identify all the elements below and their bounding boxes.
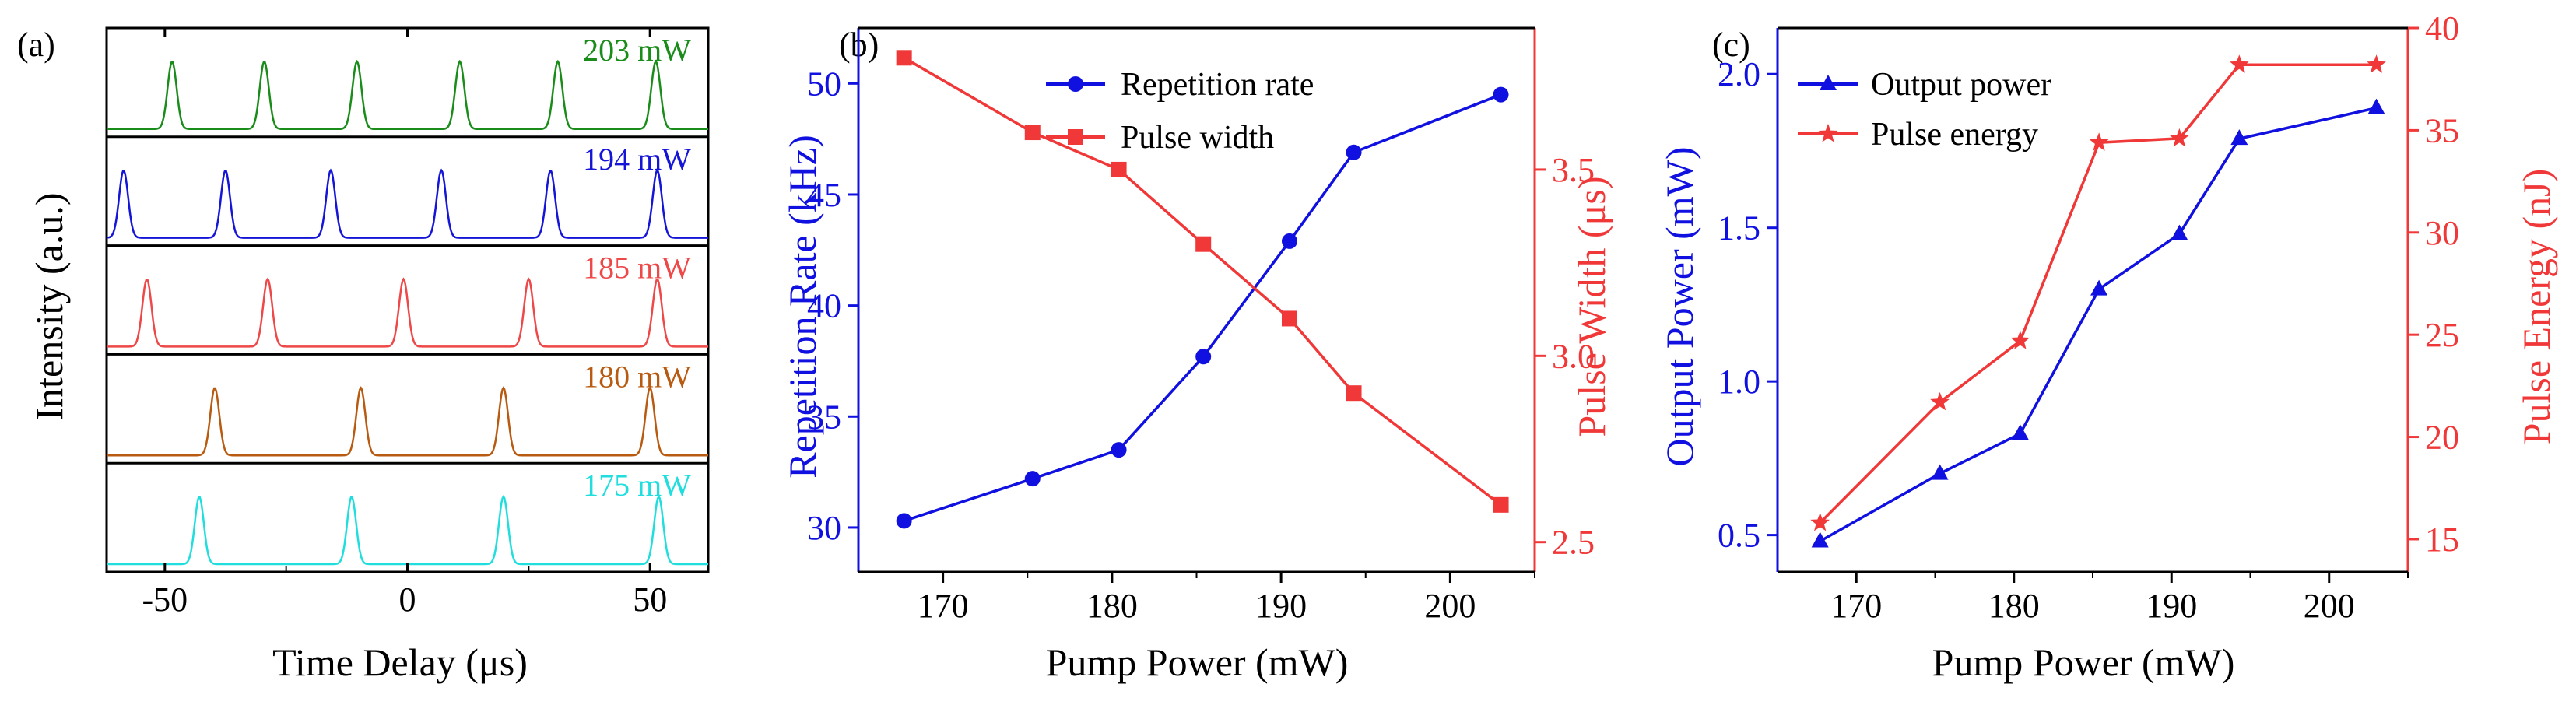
- x-tick-label: 200: [2304, 587, 2355, 625]
- x-tick-label: -50: [142, 580, 188, 619]
- data-point-triangle: [1811, 531, 1829, 548]
- left-y-tick-label: 0.5: [1718, 517, 1760, 555]
- data-point-circle: [1493, 86, 1509, 103]
- panel-b-legend: Repetition rate Pulse width: [1046, 67, 1314, 156]
- x-tick-label: 170: [918, 587, 969, 625]
- left-y-tick-label: 35: [807, 398, 841, 436]
- left-y-tick-label: 45: [807, 176, 841, 214]
- legend-marker-square: [1068, 129, 1083, 145]
- data-point-triangle: [2171, 224, 2188, 240]
- x-tick-label: 200: [1424, 587, 1476, 625]
- x-tick-label: 50: [633, 580, 667, 619]
- x-tick-label: 180: [1086, 587, 1138, 625]
- legend-label-repetition-rate: Repetition rate: [1121, 67, 1314, 103]
- panel-c-x-axis-label: Pump Power (mW): [1932, 640, 2235, 684]
- data-point-triangle: [1931, 464, 1949, 480]
- panel-c-label: (c): [1712, 26, 1750, 64]
- data-point-star: [2367, 54, 2386, 73]
- trace-label: 180 mW: [583, 359, 691, 394]
- left-y-tick-label: 50: [807, 65, 841, 103]
- data-point-triangle: [2011, 424, 2029, 440]
- x-tick-label: 170: [1830, 587, 1882, 625]
- panel-a-y-axis-label: Intensity (a.u.): [27, 193, 71, 421]
- data-point-square: [1024, 125, 1041, 141]
- data-point-square: [1195, 236, 1212, 252]
- right-y-tick-label: 25: [2425, 316, 2459, 354]
- legend-label-output-power: Output power: [1871, 67, 2051, 103]
- panel-c-right-axis-label: Pulse Energy (nJ): [2515, 169, 2558, 445]
- right-y-tick-label: 3.0: [1552, 337, 1595, 375]
- data-point-square: [1111, 161, 1127, 177]
- panel-a-label: (a): [17, 26, 55, 64]
- pulse-trace-180-mW: [107, 386, 708, 457]
- panel-c-legend: Output power Pulse energy: [1798, 67, 2051, 153]
- right-y-tick-label: 2.5: [1552, 524, 1595, 562]
- trace-label: 194 mW: [583, 142, 691, 177]
- panel-c-left-axis-label: Output Power (mW): [1658, 146, 1701, 466]
- data-point-square: [1346, 385, 1362, 402]
- right-y-tick-label: 30: [2425, 214, 2459, 252]
- panel-c: (c) Output Power (mW) Pulse Energy (nJ) …: [1658, 9, 2558, 684]
- x-tick-label: 190: [1255, 587, 1307, 625]
- data-point-square: [896, 50, 912, 66]
- data-point-square: [1493, 496, 1509, 513]
- pulse-trace-203-mW: [107, 59, 708, 131]
- data-point-triangle: [2090, 279, 2108, 296]
- trace-label: 175 mW: [583, 468, 691, 503]
- data-point-star: [1930, 391, 1950, 411]
- pulse-trace-175-mW: [107, 494, 708, 566]
- data-point-circle: [1024, 471, 1041, 487]
- panel-b-right-axis-label: Pulse Width (μs): [1570, 177, 1613, 437]
- legend-marker-star: [1818, 124, 1838, 142]
- left-y-tick-label: 1.5: [1718, 209, 1760, 247]
- data-point-star: [2170, 128, 2189, 147]
- x-tick-label: 180: [1988, 587, 2040, 625]
- panel-a-x-axis-label: Time Delay (μs): [272, 640, 528, 684]
- data-point-star: [2089, 132, 2109, 151]
- x-tick-label: 190: [2146, 587, 2197, 625]
- panel-a: (a) Intensity (a.u.) Time Delay (μs) 203…: [17, 26, 710, 684]
- data-point-circle: [1281, 233, 1297, 249]
- data-point-circle: [1111, 442, 1127, 458]
- data-point-circle: [1346, 144, 1362, 160]
- pulse-trace-185-mW: [107, 277, 708, 348]
- panel-b-x-axis-label: Pump Power (mW): [1046, 640, 1349, 684]
- pulse-trace-194-mW: [106, 168, 708, 239]
- data-point-star: [1810, 512, 1830, 531]
- left-y-tick-label: 2.0: [1718, 55, 1760, 93]
- legend-label-pulse-width: Pulse width: [1121, 120, 1274, 156]
- left-y-tick-label: 40: [807, 287, 841, 325]
- right-y-tick-label: 3.5: [1552, 151, 1595, 189]
- left-y-tick-label: 1.0: [1718, 363, 1760, 401]
- data-point-circle: [1195, 349, 1212, 365]
- x-tick-label: 0: [399, 580, 416, 619]
- series-line-repetition-rate: [904, 93, 1502, 523]
- data-point-star: [2230, 54, 2249, 73]
- right-y-tick-label: 40: [2425, 9, 2459, 47]
- right-y-tick-label: 20: [2425, 419, 2459, 457]
- trace-label: 185 mW: [583, 251, 691, 286]
- right-y-tick-label: 15: [2425, 521, 2459, 559]
- legend-marker-circle: [1068, 76, 1083, 92]
- data-point-square: [1281, 310, 1297, 327]
- data-point-triangle: [2367, 98, 2385, 114]
- left-y-tick-label: 30: [807, 509, 841, 547]
- trace-label: 203 mW: [583, 33, 691, 68]
- legend-marker-triangle: [1820, 75, 1837, 90]
- panel-b: (b) Repetition Rate (kHz) Pulse Width (μ…: [781, 26, 1613, 684]
- legend-label-pulse-energy: Pulse energy: [1871, 117, 2038, 153]
- data-point-triangle: [2230, 129, 2248, 146]
- data-point-star: [2010, 331, 2030, 349]
- data-point-circle: [896, 513, 912, 529]
- series-line-output-power: [1819, 106, 2377, 543]
- panel-b-left-axis-label: Repetition Rate (kHz): [781, 135, 824, 479]
- right-y-tick-label: 35: [2425, 111, 2459, 149]
